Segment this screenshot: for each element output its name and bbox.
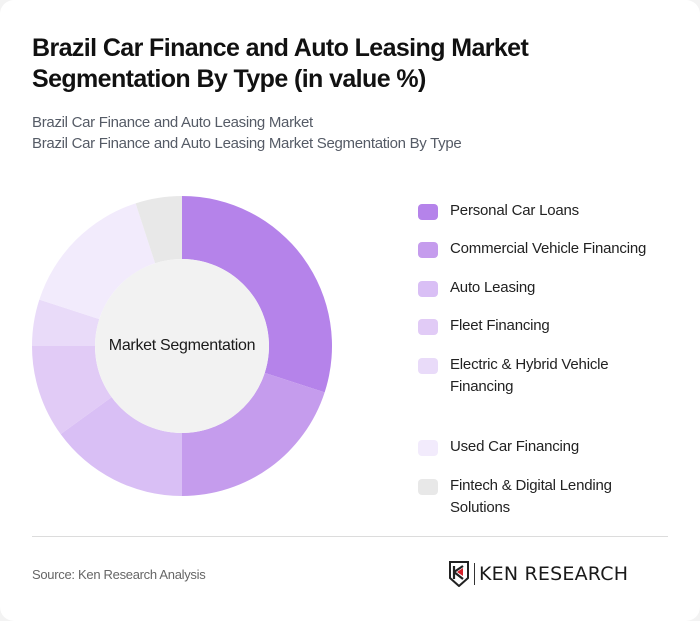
legend-swatch — [418, 242, 438, 258]
donut-slice — [135, 196, 182, 264]
ken-research-logo: KEN RESEARCH — [448, 561, 628, 587]
legend-label: Fleet Financing — [450, 317, 550, 334]
donut-center-label: Market Segmentation — [108, 337, 256, 354]
chart-legend: Personal Car Loans Commercial Vehicle Fin… — [418, 200, 688, 519]
legend-label: Commercial Vehicle Financing — [450, 240, 647, 257]
legend-label: Electric & Hybrid Vehicle Financing — [450, 356, 609, 395]
donut-slice — [39, 203, 156, 320]
legend-item: Fleet Financing — [418, 315, 688, 337]
legend-swatch — [418, 281, 438, 297]
legend-label: Personal Car Loans — [450, 202, 579, 219]
donut-slice — [32, 346, 112, 435]
subtitle-segmentation: Brazil Car Finance and Auto Leasing Mark… — [32, 135, 462, 152]
legend-item: Fintech & Digital Lending Solutions — [418, 475, 640, 519]
donut-slice — [60, 397, 182, 496]
legend-item: Commercial Vehicle Financing — [418, 238, 688, 260]
legend-swatch — [418, 440, 438, 456]
source-note: Source: Ken Research Analysis — [32, 567, 206, 582]
legend-item: Personal Car Loans — [418, 200, 688, 222]
logo-separator — [474, 563, 475, 585]
logo-text: KEN RESEARCH — [479, 563, 629, 585]
legend-item: Used Car Financing — [418, 436, 688, 458]
donut-slice — [182, 372, 325, 496]
legend-label: Auto Leasing — [450, 279, 536, 296]
legend-swatch — [418, 479, 438, 495]
footer-divider — [32, 536, 668, 537]
subtitle-market: Brazil Car Finance and Auto Leasing Mark… — [32, 114, 313, 131]
donut-slice — [182, 196, 332, 393]
donut-slice — [32, 299, 100, 346]
ken-logo-shield-icon — [449, 561, 469, 587]
chart-title: Brazil Car Finance and Auto Leasing Mark… — [32, 34, 529, 93]
legend-item: Electric & Hybrid Vehicle Financing — [418, 354, 650, 398]
donut-chart — [32, 196, 332, 496]
legend-label: Used Car Financing — [450, 438, 579, 455]
legend-swatch — [418, 204, 438, 220]
legend-item: Auto Leasing — [418, 277, 688, 299]
legend-swatch — [418, 319, 438, 335]
legend-label: Fintech & Digital Lending Solutions — [450, 477, 612, 516]
legend-swatch — [418, 358, 438, 374]
donut-hole — [95, 259, 269, 433]
